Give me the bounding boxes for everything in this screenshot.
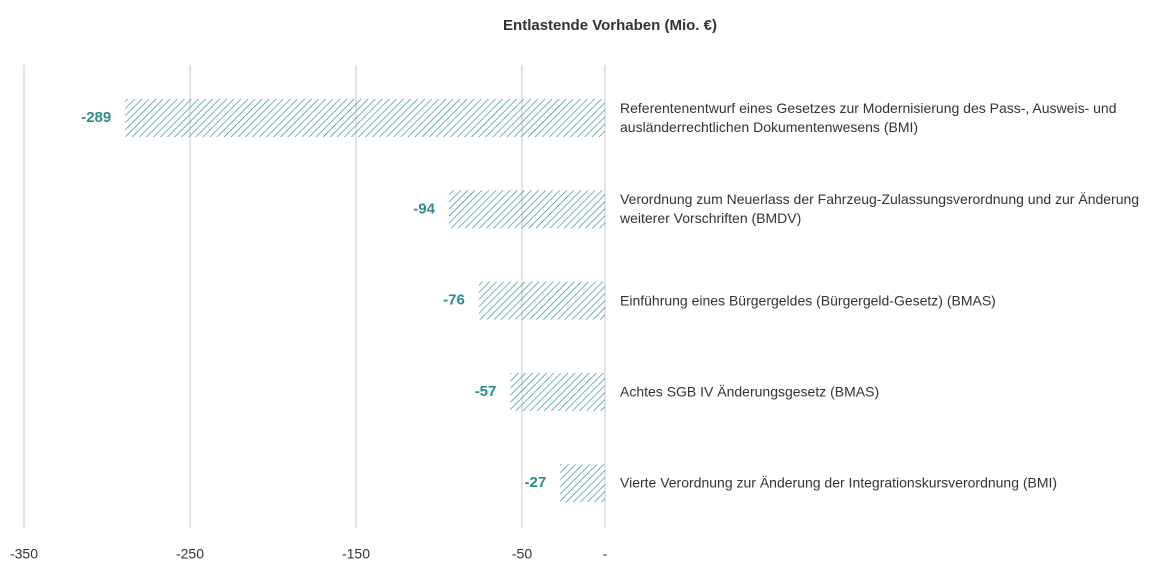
category-label: Achtes SGB IV Änderungsgesetz (BMAS): [620, 383, 880, 400]
x-tick-label: -: [603, 546, 608, 562]
x-tick-label: -150: [342, 546, 370, 562]
value-label: -289: [81, 109, 111, 126]
bar: [510, 372, 605, 411]
bar: [448, 190, 605, 229]
value-label: -94: [413, 200, 435, 217]
bar: [125, 99, 605, 137]
x-tick-label: -350: [10, 546, 38, 562]
value-label: -57: [475, 383, 497, 400]
bar: [560, 464, 605, 503]
x-tick-label: -50: [512, 546, 532, 562]
value-label: -27: [524, 474, 546, 491]
value-label: -76: [443, 292, 465, 309]
category-label: Einführung eines Bürgergeldes (Bürgergel…: [620, 292, 996, 309]
chart-title: Entlastende Vorhaben (Mio. €): [503, 17, 717, 34]
bar: [478, 281, 605, 320]
x-tick-label: -250: [176, 546, 204, 562]
category-label: Referentenentwurf eines Gesetzes zur Mod…: [620, 100, 1117, 135]
category-label: Vierte Verordnung zur Änderung der Integ…: [620, 474, 1058, 491]
category-label: Verordnung zum Neuerlass der Fahrzeug-Zu…: [620, 191, 1140, 227]
